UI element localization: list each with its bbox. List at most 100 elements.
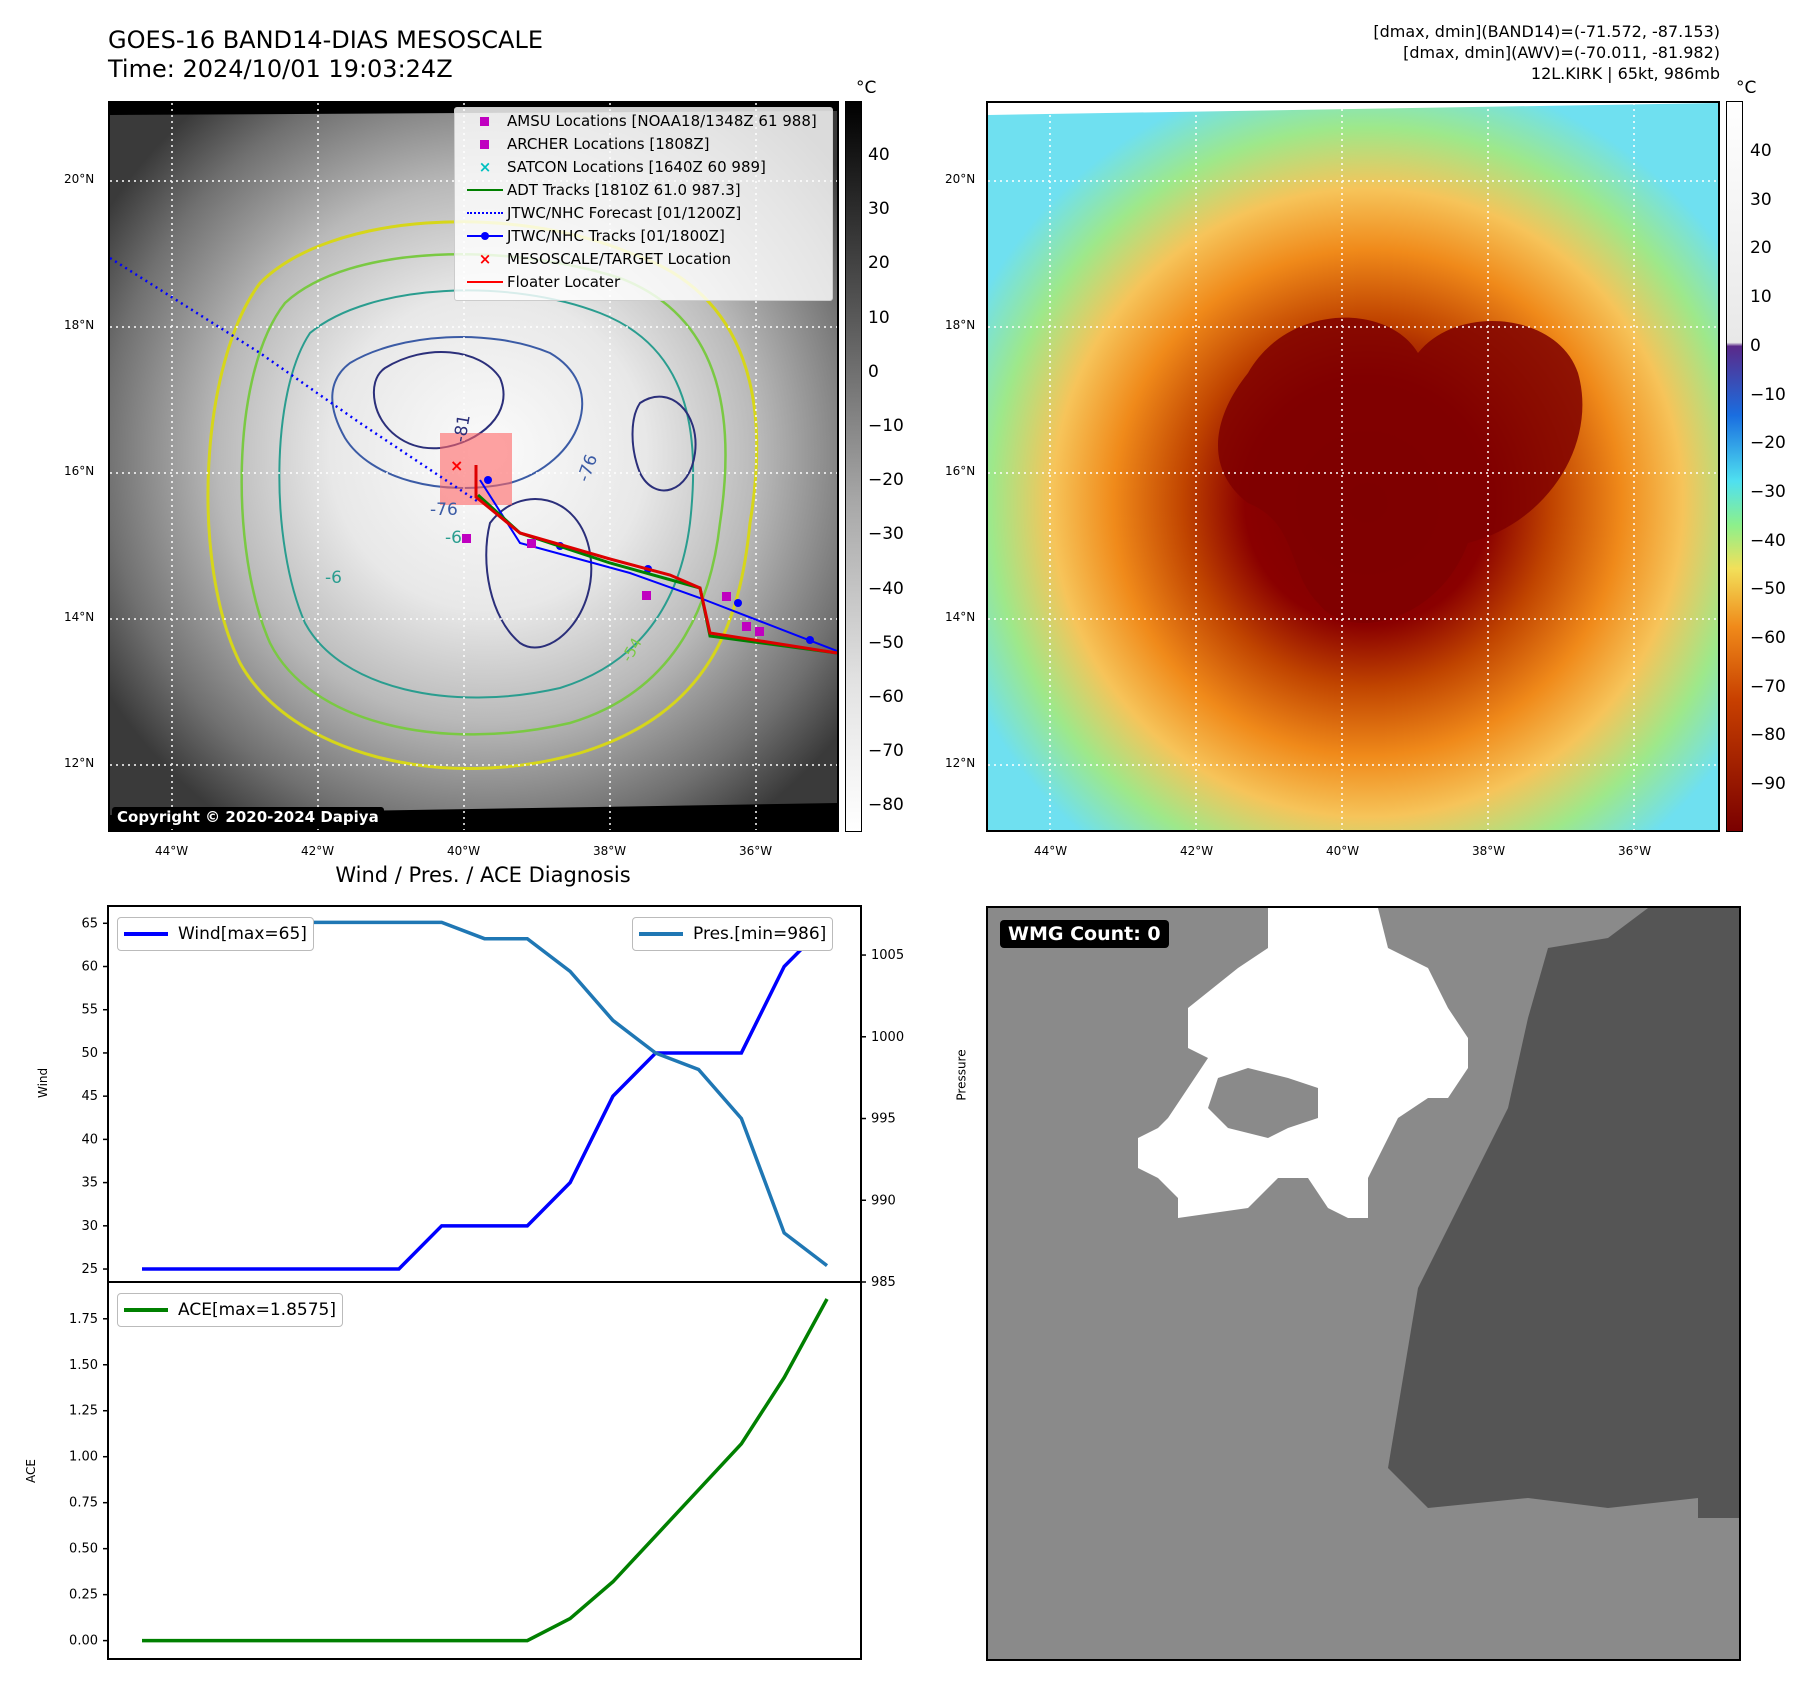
lat-label: 20°N (945, 172, 976, 186)
lon-label: 38°W (593, 844, 627, 858)
pressure-tick-label: 985 (871, 1275, 896, 1290)
wind-tick-label: 45 (81, 1089, 98, 1104)
diagnosis-title: Wind / Pres. / ACE Diagnosis (335, 863, 631, 887)
colorbar-tick-label: 0 (868, 361, 879, 382)
contour-label: -81 (450, 413, 475, 444)
figure-title-line2: Time: 2024/10/01 19:03:24Z (108, 55, 453, 83)
wv-satellite-image (988, 103, 1718, 830)
wmg-image (1138, 908, 1739, 1518)
ir-satellite-panel: × -81 -76 -76 -6 -54 -6 AMSU Locations [… (108, 101, 839, 832)
ace-series-line (142, 1298, 829, 1643)
colorbar-tick-label: 30 (868, 199, 890, 220)
pressure-axis-title: Pressure (954, 1049, 969, 1101)
lon-label: 40°W (447, 844, 481, 858)
pressure-tick-label: 1000 (871, 1030, 904, 1045)
contour-label: -6 (325, 568, 342, 588)
svg-text:×: × (450, 456, 463, 475)
lat-label: 12°N (945, 756, 976, 770)
colorbar-tick-label: 0 (1750, 335, 1761, 356)
lon-label: 44°W (1034, 844, 1068, 858)
wind-tick-label: 25 (81, 1262, 98, 1277)
legend-archer: ARCHER Locations [1808Z] (507, 135, 710, 153)
wind-tick-label: 40 (81, 1132, 98, 1147)
legend-satcon: SATCON Locations [1640Z 60 989] (507, 158, 766, 176)
ace-axis-title: ACE (24, 1459, 38, 1483)
colorbar-tick-label: −10 (1750, 384, 1786, 405)
wind-legend-label: Wind[max=65] (178, 924, 307, 944)
lat-label: 18°N (64, 318, 95, 332)
ace-tick-label: 1.25 (69, 1404, 98, 1419)
ace-tick-label: 1.50 (69, 1358, 98, 1373)
wind-tick-label: 60 (81, 960, 98, 975)
wind-tick-label: 35 (81, 1176, 98, 1191)
colorbar-tick-label: 10 (1750, 287, 1772, 308)
lat-label: 18°N (945, 318, 976, 332)
diagnosis-chart: 25 30 35 40 45 50 55 60 65 985 990 995 1000 1005 0.00 0… (69, 905, 904, 1660)
colorbar-tick-label: 40 (1750, 141, 1772, 161)
colorbar-tick-label: −50 (1750, 579, 1786, 600)
lat-label: 12°N (64, 756, 95, 770)
colorbar-tick-label: 20 (868, 253, 890, 274)
wind-tick-label: 30 (81, 1219, 98, 1234)
pressure-tick-label: 990 (871, 1193, 896, 1208)
ace-tick-label: 1.75 (69, 1312, 98, 1327)
ace-tick-label: 0.50 (69, 1542, 98, 1557)
ace-frame (107, 1281, 862, 1660)
pressure-tick-label: 1005 (871, 948, 904, 963)
figure-title-line1: GOES-16 BAND14-DIAS MESOSCALE (108, 26, 544, 54)
colorbar-tick-label: −30 (1750, 481, 1786, 502)
lat-label: 20°N (64, 172, 95, 186)
colorbar-tick-label: −30 (868, 524, 904, 545)
colorbar-tick-label: 20 (1750, 238, 1772, 259)
lon-label: 44°W (155, 844, 189, 858)
legend-forecast: JTWC/NHC Forecast [01/1200Z] (507, 204, 742, 222)
colorbar-tick-label: −20 (1750, 433, 1786, 454)
wmg-panel: WMG Count: 0 (986, 906, 1741, 1661)
colorbar-tick-label: −60 (1750, 628, 1786, 648)
lat-label: 16°N (945, 464, 976, 478)
ace-tick-label: 0.00 (69, 1634, 98, 1649)
wmg-count-label: WMG Count: 0 (1000, 920, 1169, 948)
wind-axis-title: Wind (36, 1067, 50, 1098)
contour-label: -76 (430, 500, 458, 520)
wind-series-line (142, 922, 829, 1271)
ir-colorbar-unit: °C (856, 78, 877, 98)
lat-label: 14°N (64, 610, 95, 624)
legend-tracks: JTWC/NHC Tracks [01/1800Z] (507, 227, 725, 245)
contour-label: -6 (445, 528, 462, 548)
colorbar-tick-label: 10 (868, 307, 890, 328)
lon-label: 36°W (1618, 844, 1652, 858)
wind-tick-label: 65 (81, 916, 98, 931)
dmax-band14-info: [dmax, dmin](BAND14)=(-71.572, -87.153) (1373, 22, 1720, 41)
lon-label: 36°W (739, 844, 773, 858)
ir-colorbar (845, 101, 862, 832)
wind-legend: Wind[max=65] (117, 917, 314, 951)
lon-label: 40°W (1326, 844, 1360, 858)
ir-legend: AMSU Locations [NOAA18/1348Z 61 988] ARC… (454, 107, 833, 301)
pressure-series-line (142, 920, 829, 1268)
pressure-tick-label: 995 (871, 1112, 896, 1127)
ace-tick-label: 0.75 (69, 1496, 98, 1511)
wind-tick-label: 55 (81, 1003, 98, 1018)
pressure-legend-label: Pres.[min=986] (693, 924, 827, 944)
colorbar-tick-label: −90 (1750, 774, 1786, 795)
legend-adt: ADT Tracks [1810Z 61.0 987.3] (507, 181, 741, 199)
ace-tick-label: 0.25 (69, 1588, 98, 1603)
lon-label: 42°W (1180, 844, 1214, 858)
ace-legend: ACE[max=1.8575] (117, 1293, 343, 1327)
colorbar-tick-label: −10 (868, 416, 904, 436)
pressure-legend-swatch (639, 932, 683, 936)
wv-colorbar (1726, 101, 1743, 832)
colorbar-tick-label: −70 (1750, 676, 1786, 697)
colorbar-tick-label: 40 (868, 145, 890, 165)
ace-legend-label: ACE[max=1.8575] (178, 1300, 336, 1320)
legend-floater: Floater Locater (507, 273, 621, 291)
legend-amsu: AMSU Locations [NOAA18/1348Z 61 988] (507, 112, 817, 130)
colorbar-tick-label: −80 (1750, 725, 1786, 746)
colorbar-tick-label: −70 (868, 741, 904, 762)
colorbar-tick-label: 30 (1750, 189, 1772, 210)
lon-label: 42°W (301, 844, 335, 858)
copyright-label: Copyright © 2020-2024 Dapiya (112, 807, 384, 827)
colorbar-tick-label: −40 (1750, 530, 1786, 551)
ace-tick-label: 1.00 (69, 1450, 98, 1465)
